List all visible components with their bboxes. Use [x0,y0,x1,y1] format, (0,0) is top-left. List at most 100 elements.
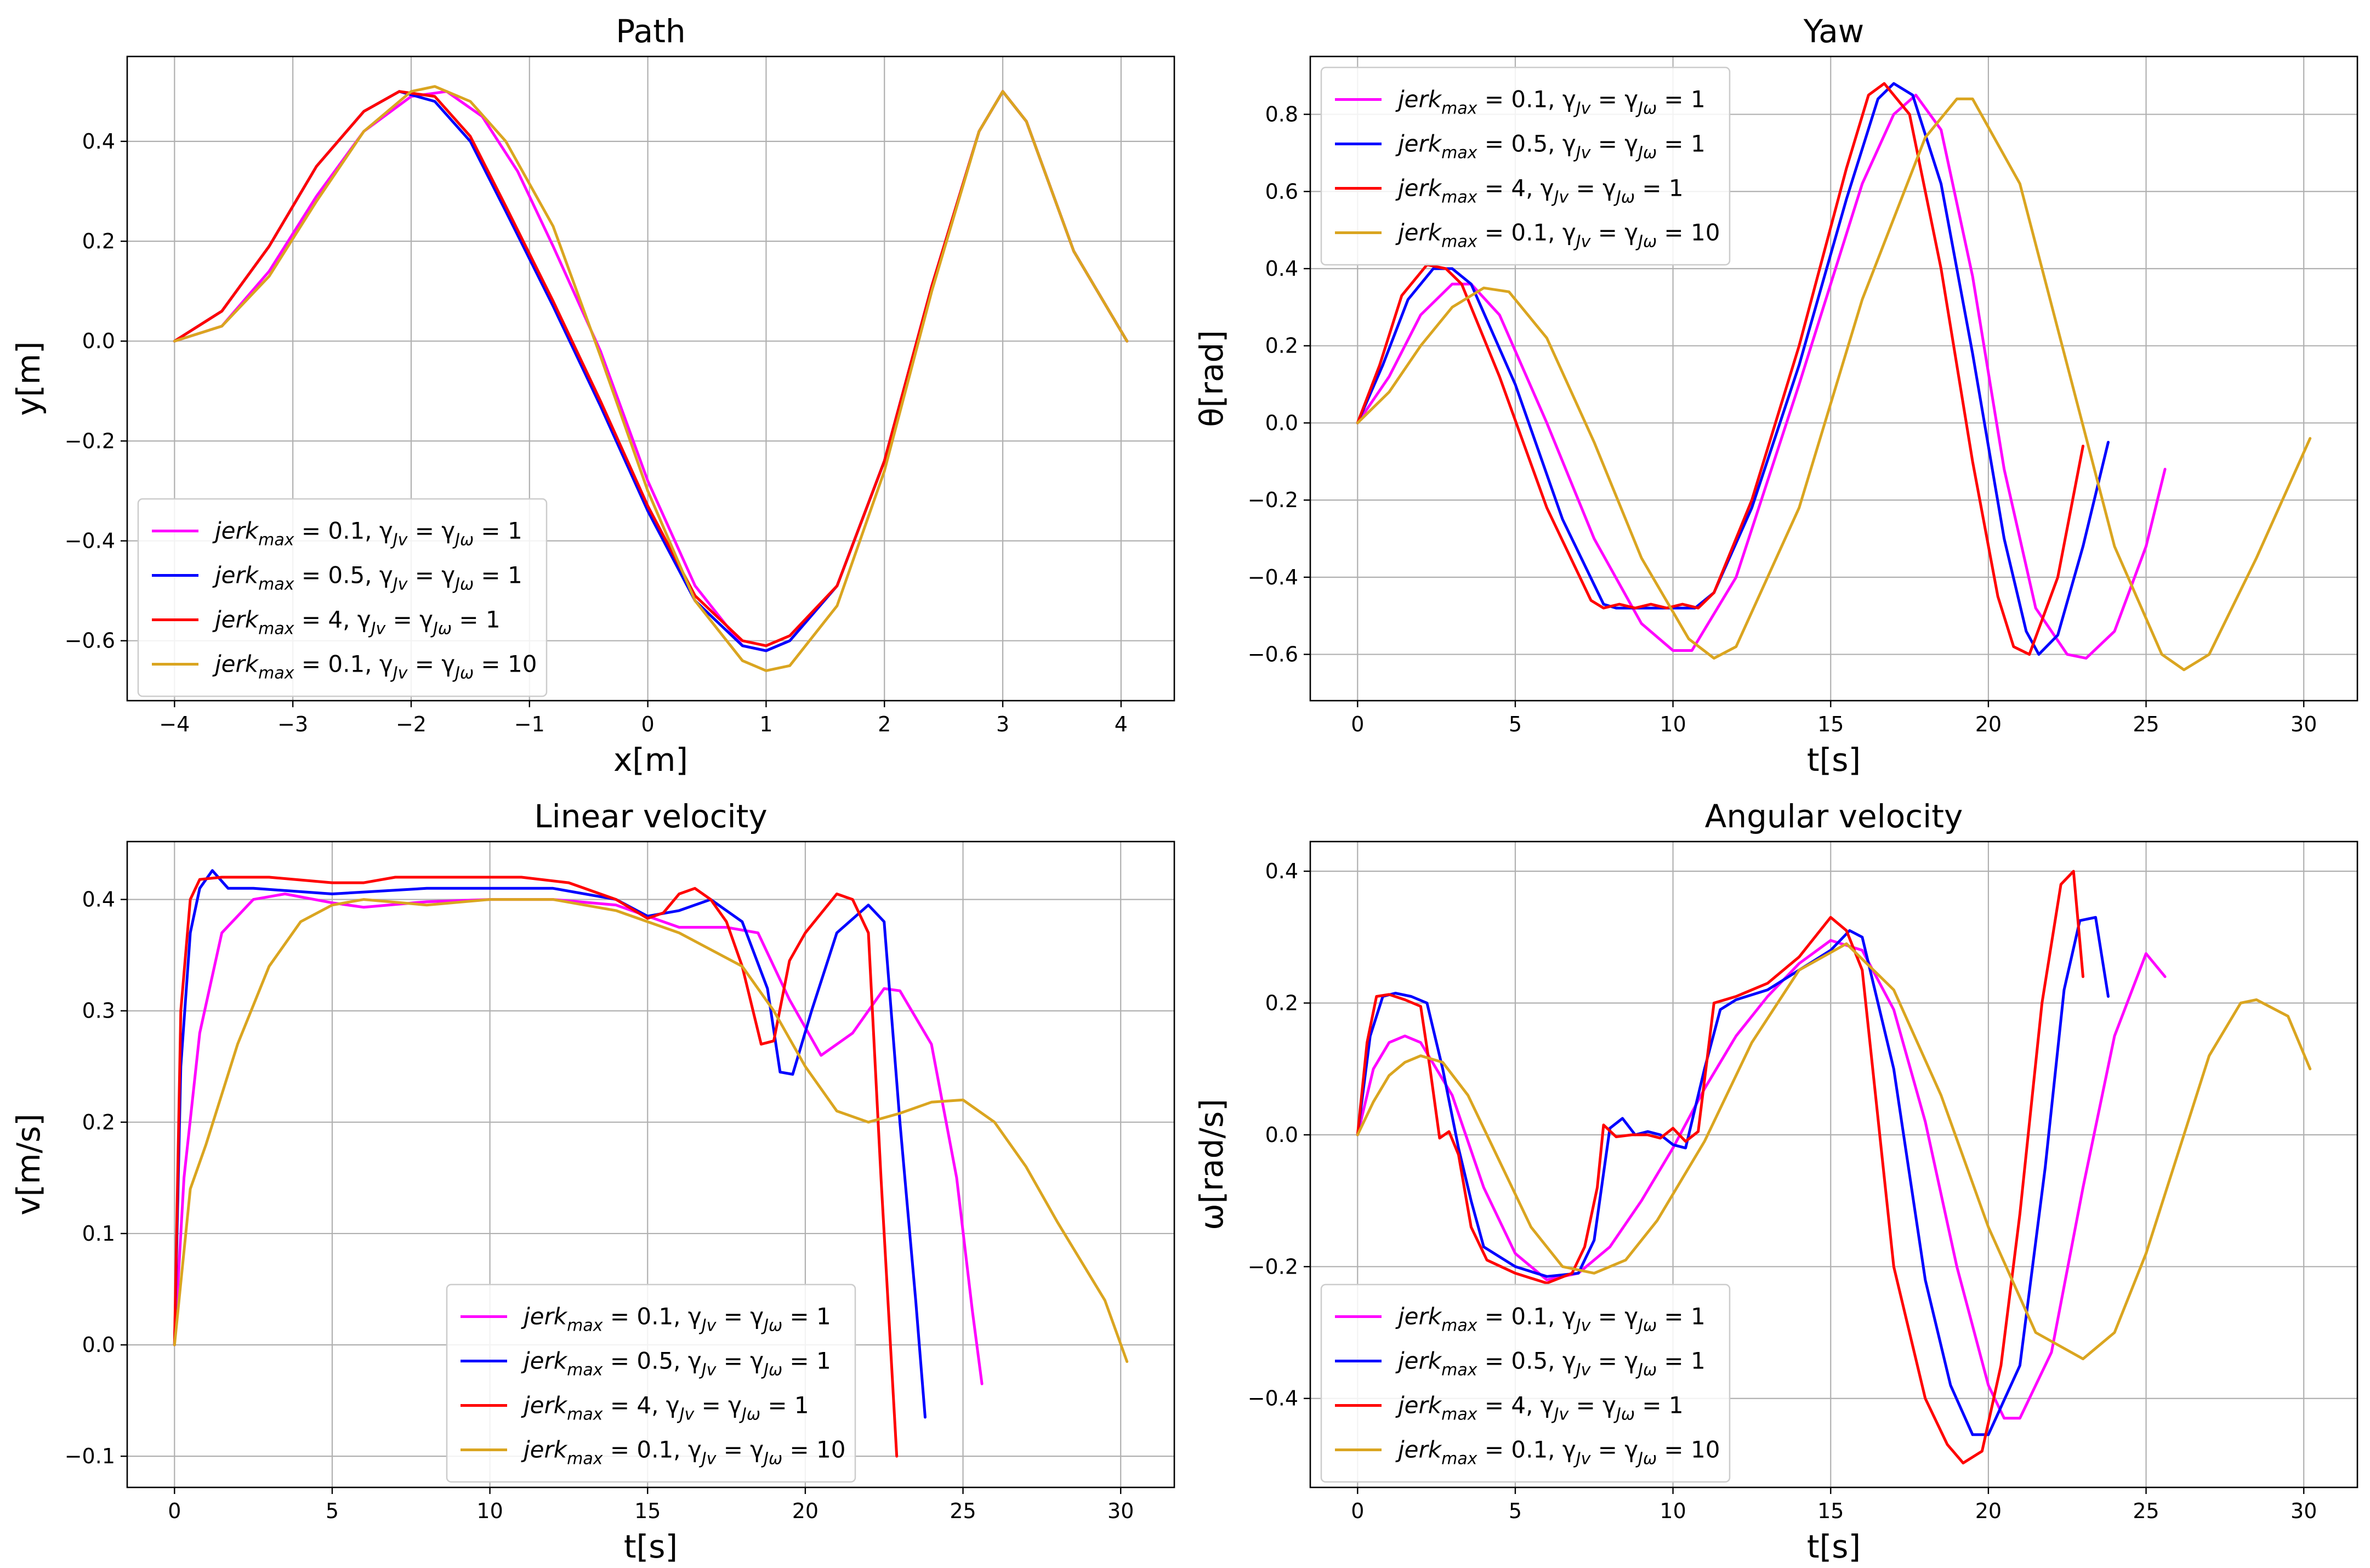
y-tick-label: −0.4 [1248,565,1298,589]
legend-label: jerkmax = 0.1, γJv = γJω = 1 [1395,86,1706,118]
legend-box [1320,1283,1731,1483]
chart-title: Yaw [1803,13,1864,50]
x-tick-label: 2 [878,712,891,736]
series-line-3 [173,876,899,1458]
x-tick-label: 5 [1509,1499,1522,1523]
series-line-2 [173,869,927,1419]
y-axis-label: θ[rad] [1193,330,1230,427]
x-tick-label: 0 [641,712,655,736]
legend-label: jerkmax = 0.5, γJv = γJω = 1 [521,1348,831,1380]
x-tick-label: 10 [476,1499,503,1523]
axes-frame [1309,55,2358,702]
x-tick-label: 1 [759,712,772,736]
legend-label: jerkmax = 4, γJv = γJω = 1 [521,1392,809,1424]
legend-label: jerkmax = 0.1, γJv = γJω = 10 [1395,219,1720,252]
y-tick-label: 0.0 [82,329,115,353]
legend: jerkmax = 0.1, γJv = γJω = 1 jerkmax = 0.… [1320,1283,1731,1483]
y-tick-label: 0.4 [1265,257,1298,281]
x-tick-label: 3 [996,712,1009,736]
y-tick-label: −0.6 [1248,643,1298,667]
chart-title: Angular velocity [1705,798,1963,835]
series-line-4 [1356,97,2312,672]
legend: jerkmax = 0.1, γJv = γJω = 1 jerkmax = 0.… [137,498,548,697]
y-tick-label: 0.2 [1265,991,1298,1015]
y-tick-label: 0.2 [82,229,115,253]
y-tick-label: −0.4 [1248,1387,1298,1411]
series-line-2 [1356,916,2110,1436]
x-tick-label: 15 [1817,712,1844,736]
legend-label: jerkmax = 4, γJv = γJω = 1 [1395,1392,1684,1424]
x-tick-label: 5 [1509,712,1522,736]
x-axis-label: t[s] [624,1528,678,1565]
x-axis-label: t[s] [1807,1528,1861,1565]
y-axis-label: ω[rad/s] [1193,1099,1230,1230]
y-tick-label: −0.2 [1248,488,1298,512]
y-tick-label: 0.2 [82,1110,115,1134]
y-tick-label: −0.6 [65,629,115,653]
x-tick-label: 15 [634,1499,661,1523]
y-tick-label: 0.4 [82,888,115,912]
legend-label: jerkmax = 4, γJv = γJω = 1 [212,606,501,639]
x-axis-label: x[m] [613,741,688,779]
legend-label: jerkmax = 0.5, γJv = γJω = 1 [1395,130,1706,163]
y-tick-label: 0.0 [82,1333,115,1357]
x-tick-label: −2 [396,712,427,736]
x-tick-label: 20 [1975,712,2002,736]
y-tick-label: −0.1 [65,1444,115,1468]
x-tick-label: 25 [2133,1499,2159,1523]
x-tick-label: 5 [326,1499,339,1523]
y-tick-label: 0.8 [1265,103,1298,127]
chart-title: Linear velocity [534,798,767,835]
y-tick-label: 0.4 [1265,859,1298,883]
axes-frame [1309,840,2358,1489]
x-tick-label: 20 [1975,1499,2002,1523]
chart-linear-velocity: 0 5 10 15 20 25 30 −0.1 0.0 0.1 0.2 0.3 0.4 Linear ve… [10,798,1175,1565]
legend: jerkmax = 0.1, γJv = γJω = 1 jerkmax = 0.… [446,1283,856,1483]
legend-box [446,1283,856,1483]
x-tick-label: 10 [1659,1499,1686,1523]
x-axis-label: t[s] [1807,741,1861,779]
chart-title: Path [616,13,685,50]
legend-box [137,498,548,697]
x-tick-label: 20 [792,1499,819,1523]
y-tick-label: −0.4 [65,529,115,553]
x-tick-label: 0 [1351,712,1364,736]
y-tick-label: −0.2 [1248,1254,1298,1279]
series-line-2 [1356,82,2110,656]
series-line-3 [1356,82,2084,656]
chart-yaw: 0 5 10 15 20 25 30 −0.6 −0.4 −0.2 0.0 0.2 0.4 0.6 0.8 Y… [1193,13,2358,779]
x-tick-label: 30 [1107,1499,1134,1523]
legend-label: jerkmax = 0.1, γJv = γJω = 1 [1395,1303,1706,1336]
legend: jerkmax = 0.1, γJv = γJω = 1 jerkmax = 0.… [1320,66,1731,266]
series-line-4 [173,85,1129,672]
x-tick-label: 25 [950,1499,976,1523]
x-tick-label: 0 [1351,1499,1364,1523]
legend-label: jerkmax = 0.1, γJv = γJω = 10 [212,651,537,683]
legend-label: jerkmax = 0.1, γJv = γJω = 10 [1395,1436,1720,1469]
legend-label: jerkmax = 0.1, γJv = γJω = 1 [521,1303,831,1336]
y-tick-label: 0.2 [1265,334,1298,358]
y-tick-label: 0.3 [82,999,115,1023]
y-tick-label: 0.4 [82,129,115,154]
x-tick-label: 30 [2291,712,2317,736]
x-tick-label: 30 [2291,1499,2317,1523]
legend-label: jerkmax = 0.5, γJv = γJω = 1 [212,562,522,594]
y-tick-label: 0.0 [1265,1123,1298,1147]
y-tick-label: 0.6 [1265,179,1298,203]
y-tick-label: 0.0 [1265,411,1298,435]
legend-box [1320,66,1731,266]
y-tick-label: −0.2 [65,429,115,453]
series-line-3 [1356,870,2084,1464]
axes-frame [126,840,1175,1489]
y-axis-label: v[m/s] [10,1113,47,1215]
x-tick-label: −3 [277,712,308,736]
x-tick-label: 25 [2133,712,2159,736]
y-axis-label: y[m] [10,341,47,416]
legend-label: jerkmax = 0.5, γJv = γJω = 1 [1395,1348,1706,1380]
chart-angular-velocity: 0 5 10 15 20 25 30 −0.4 −0.2 0.0 0.2 0.4 Angular vel… [1193,798,2358,1565]
x-tick-label: 10 [1659,712,1686,736]
x-tick-label: −4 [159,712,190,736]
legend-label: jerkmax = 0.1, γJv = γJω = 10 [521,1436,845,1469]
x-tick-label: −1 [514,712,545,736]
